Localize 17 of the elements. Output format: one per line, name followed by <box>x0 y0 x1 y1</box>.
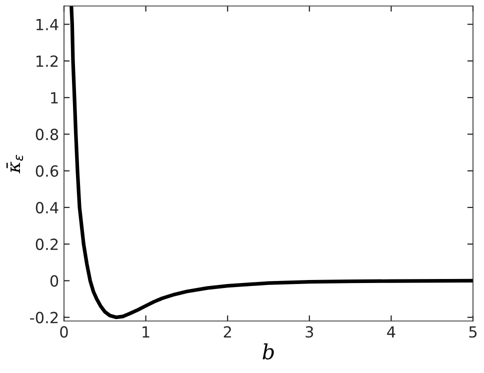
x-tick-label: 1 <box>142 326 150 338</box>
y-tick-label: -0.2 <box>30 312 58 324</box>
y-tick-label: 0.2 <box>36 238 58 250</box>
x-tick-label: 2 <box>224 326 231 338</box>
y-axis-title: κ̄$_{ε}$ <box>6 154 24 174</box>
x-tick-label: 0 <box>60 326 68 338</box>
x-tick-label: 3 <box>306 326 314 338</box>
y-tick-label: 0.8 <box>36 128 58 140</box>
x-tick-label: 5 <box>469 326 477 338</box>
y-tick-label: 0.4 <box>36 202 58 214</box>
y-tick-label: 1.4 <box>36 18 58 30</box>
x-tick-label: 4 <box>387 326 396 338</box>
y-tick-label: 0 <box>50 275 58 287</box>
y-tick-label: 1 <box>51 92 58 104</box>
x-axis-title: b <box>262 343 274 360</box>
y-tick-label: 0.6 <box>36 165 58 177</box>
y-tick-label: 1.2 <box>36 55 58 67</box>
